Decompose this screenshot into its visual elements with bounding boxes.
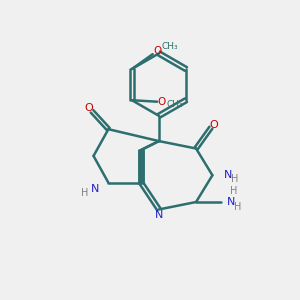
Text: H: H [81, 188, 88, 198]
Text: H: H [231, 174, 238, 184]
Text: O: O [153, 46, 161, 56]
Text: H: H [230, 186, 238, 196]
Text: N: N [91, 184, 99, 194]
Text: CH₃: CH₃ [166, 100, 183, 109]
Text: CH₃: CH₃ [162, 42, 178, 51]
Text: N: N [155, 210, 163, 220]
Text: H: H [234, 202, 242, 212]
Text: N: N [227, 197, 235, 207]
Text: N: N [224, 170, 232, 180]
Text: O: O [209, 120, 218, 130]
Text: O: O [85, 103, 93, 113]
Text: O: O [158, 97, 166, 107]
